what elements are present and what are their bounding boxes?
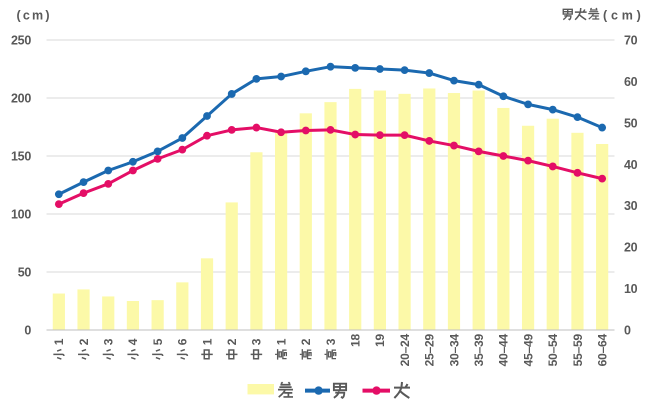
svg-text:200: 200: [11, 92, 31, 106]
svg-text:6: 6: [176, 338, 190, 345]
svg-text:2: 2: [299, 338, 313, 345]
svg-text:20: 20: [624, 241, 638, 255]
svg-text:20–24: 20–24: [398, 333, 412, 366]
svg-text:50–54: 50–54: [546, 333, 560, 366]
svg-text:60–64: 60–64: [595, 333, 609, 366]
svg-text:5: 5: [151, 338, 165, 345]
svg-text:30–34: 30–34: [447, 333, 461, 366]
svg-text:35–39: 35–39: [472, 333, 486, 366]
svg-text:50: 50: [624, 116, 638, 130]
svg-text:50: 50: [18, 266, 32, 280]
svg-text:(cm): (cm): [603, 9, 645, 23]
svg-text:18: 18: [349, 333, 363, 346]
svg-text:60: 60: [624, 75, 638, 89]
svg-text:3: 3: [250, 338, 264, 345]
svg-text:100: 100: [11, 208, 31, 222]
svg-text:3: 3: [324, 338, 338, 345]
svg-text:40–44: 40–44: [497, 333, 511, 366]
svg-text:3: 3: [102, 338, 116, 345]
svg-text:2: 2: [225, 338, 239, 345]
svg-text:1: 1: [52, 338, 66, 345]
svg-text:30: 30: [624, 199, 638, 213]
svg-text:0: 0: [24, 324, 31, 338]
svg-text:45–49: 45–49: [521, 333, 535, 366]
svg-text:0: 0: [624, 324, 631, 338]
svg-text:25–29: 25–29: [423, 333, 437, 366]
svg-text:250: 250: [11, 34, 31, 48]
svg-text:10: 10: [624, 282, 638, 296]
svg-text:4: 4: [126, 338, 140, 345]
svg-text:1: 1: [200, 338, 214, 345]
svg-text:2: 2: [77, 338, 91, 345]
svg-text:150: 150: [11, 150, 31, 164]
svg-text:40: 40: [624, 158, 638, 172]
svg-text:(cm): (cm): [17, 9, 52, 23]
svg-text:19: 19: [373, 333, 387, 346]
svg-text:55–59: 55–59: [571, 333, 585, 366]
svg-text:70: 70: [624, 34, 638, 48]
svg-text:1: 1: [274, 338, 288, 345]
